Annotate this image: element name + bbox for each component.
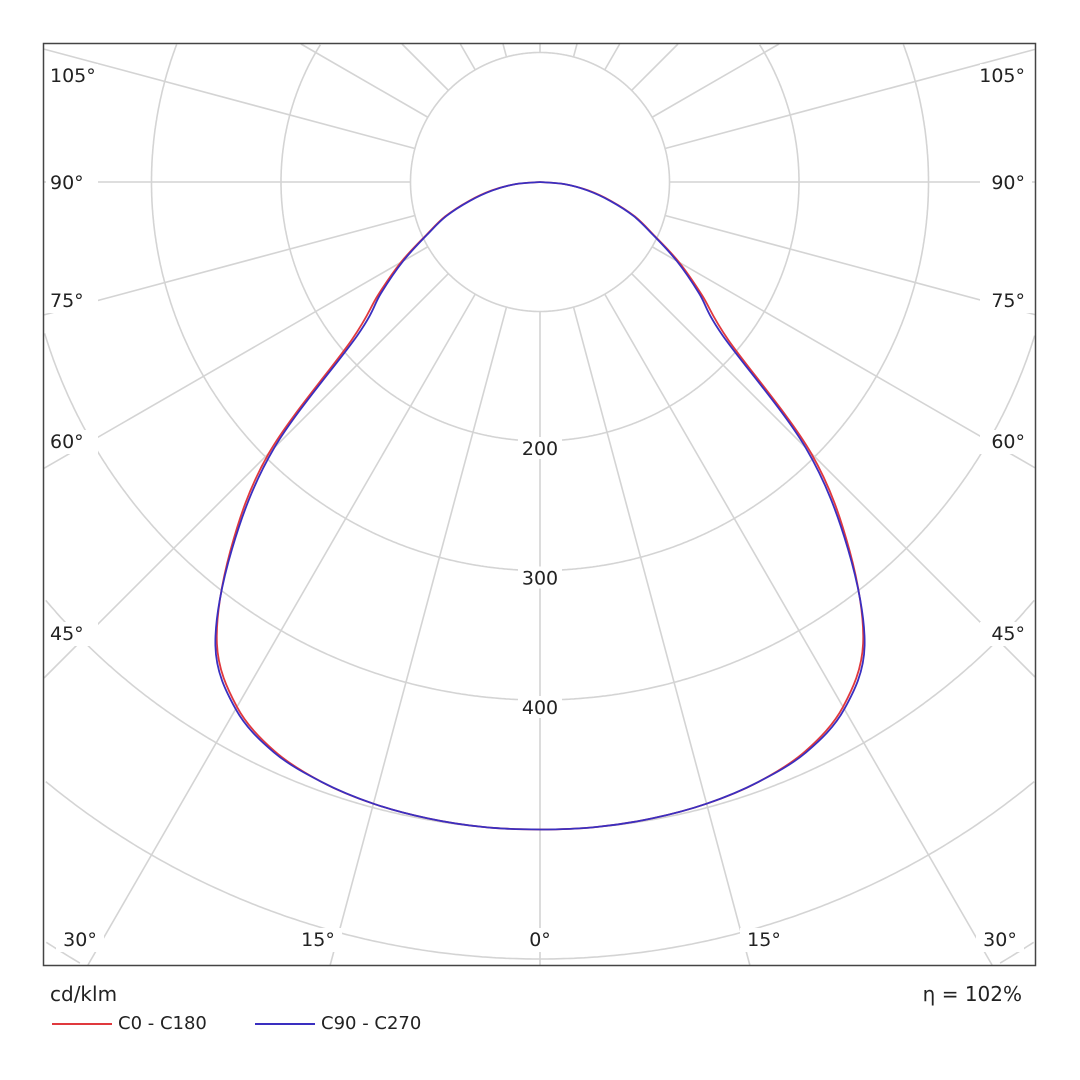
ring-label-300: 300 [522,568,558,590]
spoke-line [329,306,508,966]
angle-label-bg [980,171,1032,195]
spoke-line [43,273,449,679]
ring-600 [45,780,1035,960]
spoke-line [604,43,621,71]
spoke-line [631,273,1036,678]
spoke-line [300,43,429,118]
angle-label-bg [976,928,1024,952]
angle-label-bottom: 30° [63,929,97,951]
legend-item-c0: C0 - C180 [52,1013,207,1034]
angle-label-right: 60° [991,431,1025,453]
spoke-line [502,43,508,58]
spoke-line [572,306,751,966]
spoke-line [459,43,476,71]
ring-200 [280,44,800,442]
angle-label-bg [980,64,1032,88]
angle-label-right: 45° [991,623,1025,645]
angle-label-bg [740,928,788,952]
ring-label-bg [518,437,562,459]
angle-label-bg [980,289,1032,313]
spoke-line [43,214,416,316]
angle-label-bottom: 15° [747,929,781,951]
angle-label-left: 45° [50,623,84,645]
angle-label-bg [46,171,98,195]
angle-label-bg [980,430,1032,454]
spoke-line [651,43,780,118]
angle-label-bottom: 30° [983,929,1017,951]
angle-label-left: 105° [50,65,96,87]
legend-label-c90: C90 - C270 [321,1013,422,1034]
angle-label-bg [56,928,104,952]
angle-label-bg [46,64,98,88]
legend-item-c90: C90 - C270 [255,1013,421,1034]
plot-frame [42,42,1037,967]
angle-label-right: 75° [991,290,1025,312]
spoke-line [604,293,993,966]
spoke-line [572,43,578,58]
angle-label-bg [46,430,98,454]
angle-label-bottom: 15° [301,929,335,951]
spoke-line [631,43,679,91]
spoke-line [87,293,476,966]
spoke-line [43,246,429,470]
angle-label-bg [46,622,98,646]
ring-700 [45,941,1035,964]
ring-300 [150,44,930,572]
angle-label-bg [516,928,564,952]
ring-label-400: 400 [522,697,558,719]
angle-label-left: 90° [50,172,84,194]
curves [214,181,866,831]
legend-swatch-c0 [52,1022,112,1025]
angle-label-left: 75° [50,290,84,312]
legend-swatch-c90 [255,1022,315,1025]
ring-label-bg [518,696,562,718]
spoke-line [664,214,1036,316]
spoke-line [664,48,1036,150]
angle-label-bg [46,289,98,313]
angle-label-bottom: 0° [529,929,551,951]
legend-label-c0: C0 - C180 [118,1013,207,1034]
angle-label-bg [294,928,342,952]
angle-label-left: 60° [50,431,84,453]
angle-label-bg [980,622,1032,646]
ring-label-bg [518,566,562,589]
spoke-line [43,48,416,150]
axis-labels: 200 300 400 105° 90° 75° 60° 45° 105° 90° 75° 60° 45… [46,64,1032,952]
series-line-c90-c270 [214,181,866,831]
unit-label: cd/klm [50,982,118,1006]
spoke-line [651,246,1036,469]
ring-100 [409,51,671,313]
spoke-line [401,43,449,91]
ring-label-200: 200 [522,438,558,460]
efficiency-label: η = 102% [922,982,1022,1006]
angle-label-right: 90° [991,172,1025,194]
angle-label-right: 105° [979,65,1025,87]
